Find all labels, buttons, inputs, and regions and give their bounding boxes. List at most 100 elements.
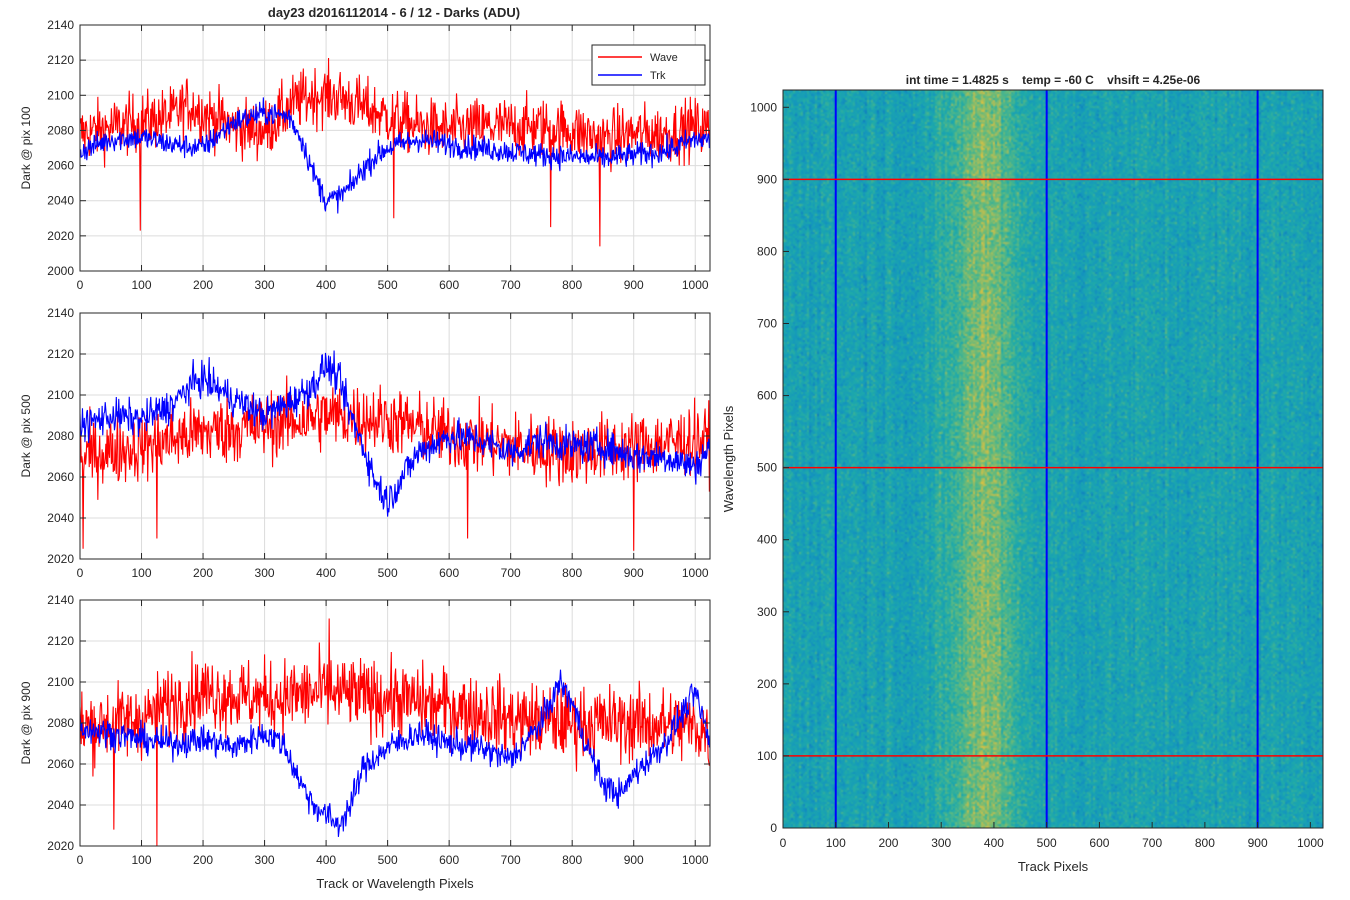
y-tick-label: 2060 <box>47 159 74 173</box>
x-tick-label: 0 <box>77 853 84 867</box>
heatmap-y-tick-label: 300 <box>757 605 777 619</box>
x-tick-label: 800 <box>562 566 582 580</box>
heatmap-y-tick-label: 600 <box>757 389 777 403</box>
heatmap-image <box>783 90 1323 828</box>
x-tick-label: 900 <box>624 278 644 292</box>
y-tick-label: 2020 <box>47 552 74 566</box>
y-tick-label: 2080 <box>47 123 74 137</box>
y-tick-label: 2120 <box>47 634 74 648</box>
legend-trk-label: Trk <box>650 70 666 82</box>
heatmap-x-tick-label: 600 <box>1089 836 1109 850</box>
heatmap-x-tick-label: 800 <box>1195 836 1215 850</box>
heatmap-x-tick-label: 900 <box>1248 836 1268 850</box>
series-trk-line <box>80 97 710 214</box>
y-tick-label: 2140 <box>47 18 74 32</box>
x-tick-label: 200 <box>193 278 213 292</box>
heatmap-x-tick-label: 100 <box>826 836 846 850</box>
heatmap-ylabel: Wavelength Pixels <box>721 405 736 512</box>
heatmap-y-tick-label: 800 <box>757 244 777 258</box>
heatmap-overlay: 0 100 200 300 400 500 600 700 800 900 1000 0 100 200 3… <box>750 89 1324 850</box>
y-tick-label: 2060 <box>47 757 74 771</box>
heatmap-plot: int time = 1.4825 s temp = -60 C vhsift … <box>721 73 1324 874</box>
x-tick-label: 200 <box>193 566 213 580</box>
series-wave-line <box>80 375 710 551</box>
y-axis-label: Dark @ pix 500 <box>19 394 33 477</box>
line-plot-pix-900: 0 100 200 300 400 500 600 700 800 900 1000 2020 2040… <box>19 593 711 867</box>
heatmap-y-tick-label: 100 <box>757 749 777 763</box>
heatmap-frame <box>782 89 1324 829</box>
y-axis-label: Dark @ pix 900 <box>19 681 33 764</box>
x-tick-label: 1000 <box>682 566 709 580</box>
x-tick-label: 200 <box>193 853 213 867</box>
heatmap-y-tick-label: 700 <box>757 317 777 331</box>
y-tick-label: 2000 <box>47 264 74 278</box>
x-tick-label: 300 <box>255 566 275 580</box>
y-tick-label: 2040 <box>47 798 74 812</box>
x-tick-label: 0 <box>77 566 84 580</box>
heatmap-x-tick-label: 0 <box>780 836 787 850</box>
x-tick-label: 300 <box>255 278 275 292</box>
x-tick-label: 500 <box>378 566 398 580</box>
x-tick-label: 600 <box>439 566 459 580</box>
y-tick-label: 2120 <box>47 347 74 361</box>
heatmap-x-tick-label: 1000 <box>1297 836 1324 850</box>
x-tick-label: 600 <box>439 278 459 292</box>
y-tick-label: 2020 <box>47 229 74 243</box>
heatmap-y-tick-label: 1000 <box>750 100 777 114</box>
x-tick-label: 100 <box>132 853 152 867</box>
legend-box <box>591 44 706 86</box>
heatmap-x-tick-label: 400 <box>984 836 1004 850</box>
x-tick-label: 800 <box>562 853 582 867</box>
x-tick-label: 300 <box>255 853 275 867</box>
y-tick-label: 2100 <box>47 675 74 689</box>
series-trk-line <box>80 350 710 517</box>
heatmap-y-tick-label: 400 <box>757 533 777 547</box>
heatmap-y-tick-label: 500 <box>757 461 777 475</box>
heatmap-title: int time = 1.4825 s temp = -60 C vhsift … <box>906 73 1201 87</box>
heatmap-y-tick-label: 200 <box>757 677 777 691</box>
y-tick-label: 2140 <box>47 593 74 607</box>
series-wave-line <box>80 58 710 247</box>
y-tick-label: 2140 <box>47 306 74 320</box>
heatmap-xlabel: Track Pixels <box>1018 859 1089 874</box>
x-tick-label: 0 <box>77 278 84 292</box>
legend: Wave Trk <box>591 44 706 86</box>
y-tick-label: 2080 <box>47 429 74 443</box>
figure-title: day23 d2016112014 - 6 / 12 - Darks (ADU) <box>268 5 520 20</box>
series-wave-line <box>80 618 710 846</box>
legend-wave-label: Wave <box>650 52 678 64</box>
x-tick-label: 700 <box>501 278 521 292</box>
y-tick-label: 2020 <box>47 839 74 853</box>
x-tick-label: 400 <box>316 853 336 867</box>
y-axis-label: Dark @ pix 100 <box>19 106 33 189</box>
heatmap-x-tick-label: 700 <box>1142 836 1162 850</box>
x-tick-label: 700 <box>501 566 521 580</box>
x-tick-label: 700 <box>501 853 521 867</box>
y-tick-label: 2100 <box>47 88 74 102</box>
heatmap-x-tick-label: 500 <box>1037 836 1057 850</box>
heatmap-x-tick-label: 300 <box>931 836 951 850</box>
y-tick-label: 2040 <box>47 511 74 525</box>
x-tick-label: 600 <box>439 853 459 867</box>
xlabel-left: Track or Wavelength Pixels <box>316 876 474 891</box>
x-tick-label: 100 <box>132 566 152 580</box>
x-tick-label: 500 <box>378 278 398 292</box>
plot-frame <box>79 24 711 272</box>
x-tick-label: 1000 <box>682 853 709 867</box>
x-tick-label: 400 <box>316 566 336 580</box>
series-trk-line <box>80 669 710 837</box>
x-tick-label: 400 <box>316 278 336 292</box>
x-tick-label: 500 <box>378 853 398 867</box>
y-tick-label: 2060 <box>47 470 74 484</box>
x-tick-label: 100 <box>132 278 152 292</box>
heatmap-y-tick-label: 0 <box>770 821 777 835</box>
x-tick-label: 1000 <box>682 278 709 292</box>
heatmap-x-tick-label: 200 <box>878 836 898 850</box>
line-plot-pix-500: 0 100 200 300 400 500 600 700 800 900 1000 2020 2040… <box>19 306 711 580</box>
y-tick-label: 2040 <box>47 194 74 208</box>
y-tick-label: 2120 <box>47 53 74 67</box>
x-tick-label: 800 <box>562 278 582 292</box>
y-tick-label: 2100 <box>47 388 74 402</box>
x-tick-label: 900 <box>624 853 644 867</box>
